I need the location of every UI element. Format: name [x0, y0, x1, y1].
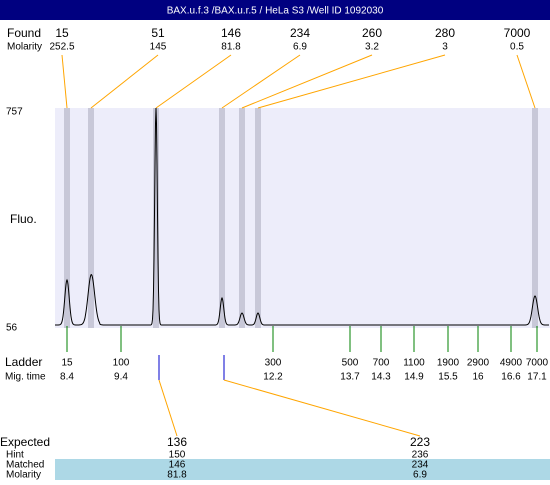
expected-connector: [223, 379, 421, 437]
mig-time: 12.2: [263, 372, 283, 383]
found-size: 234: [290, 26, 310, 40]
peak-connector: [241, 54, 373, 109]
peak-connector: [155, 54, 232, 109]
found-molarity: 252.5: [49, 42, 74, 53]
mig-time: 14.9: [404, 372, 424, 383]
mig-time: 17.1: [527, 372, 547, 383]
mig-time: 8.4: [60, 372, 74, 383]
ladder-size: 1100: [403, 358, 425, 369]
found-label: Found: [7, 26, 41, 40]
expected-size: 136: [167, 435, 187, 449]
ladder-size: 300: [265, 358, 282, 369]
found-molarity: 145: [150, 42, 167, 53]
mig-time: 14.3: [371, 372, 391, 383]
ladder-size: 500: [342, 358, 359, 369]
expected-molarity: 81.8: [167, 470, 187, 480]
matched-band: [55, 459, 550, 480]
found-molarity: 3: [442, 42, 448, 53]
found-size: 51: [151, 26, 165, 40]
ladder-label: Ladder: [5, 355, 42, 369]
peak-connector: [257, 54, 446, 109]
found-size: 260: [362, 26, 382, 40]
y-label: Fluo.: [10, 212, 37, 226]
found-size: 280: [435, 26, 455, 40]
mig-time: 16: [472, 372, 484, 383]
mig-time: 15.5: [438, 372, 458, 383]
mig-time-label: Mig. time: [5, 372, 46, 383]
peak-band: [88, 108, 94, 328]
ladder-size: 7000: [526, 358, 549, 369]
peak-connector: [516, 54, 536, 109]
hint-label: Hint: [6, 450, 24, 461]
ladder-size: 700: [373, 358, 390, 369]
peak-band: [532, 108, 538, 328]
peak-band: [219, 108, 225, 328]
expected-label: Expected: [0, 435, 50, 449]
peak-band: [153, 108, 159, 328]
hint: 236: [412, 450, 429, 461]
peak-band: [255, 108, 261, 328]
peak-connector: [61, 54, 68, 109]
peak-connector: [221, 54, 301, 109]
found-molarity: 6.9: [293, 42, 307, 53]
peak-band: [239, 108, 245, 328]
found-molarity: 0.5: [510, 42, 524, 53]
ladder-size: 100: [113, 358, 130, 369]
title-bar: [0, 0, 550, 20]
expected-molarity-label: Molarity: [6, 470, 41, 480]
expected-molarity: 6.9: [413, 470, 427, 480]
found-size: 7000: [504, 26, 531, 40]
mig-time: 9.4: [114, 372, 128, 383]
expected-size: 223: [410, 435, 430, 449]
matched-label: Matched: [6, 460, 44, 471]
matched: 234: [412, 460, 429, 471]
expected-connector: [158, 379, 178, 437]
plot-area: [55, 108, 550, 328]
found-molarity: 3.2: [365, 42, 379, 53]
peak-band: [64, 108, 70, 328]
molarity-label: Molarity: [7, 42, 42, 53]
title: BAX.u.f.3 /BAX.u.r.5 / HeLa S3 /Well ID …: [167, 6, 384, 17]
y-min: 56: [6, 323, 18, 334]
matched: 146: [169, 460, 186, 471]
peak-connector: [90, 54, 159, 109]
ladder-size: 15: [61, 358, 73, 369]
hint: 150: [169, 450, 186, 461]
found-size: 146: [221, 26, 241, 40]
ladder-size: 4900: [500, 358, 523, 369]
mig-time: 16.6: [501, 372, 521, 383]
found-molarity: 81.8: [221, 42, 241, 53]
mig-time: 13.7: [340, 372, 360, 383]
ladder-size: 1900: [437, 358, 460, 369]
y-max: 757: [6, 107, 23, 118]
found-size: 15: [55, 26, 69, 40]
ladder-size: 2900: [467, 358, 490, 369]
trace: [55, 107, 549, 326]
